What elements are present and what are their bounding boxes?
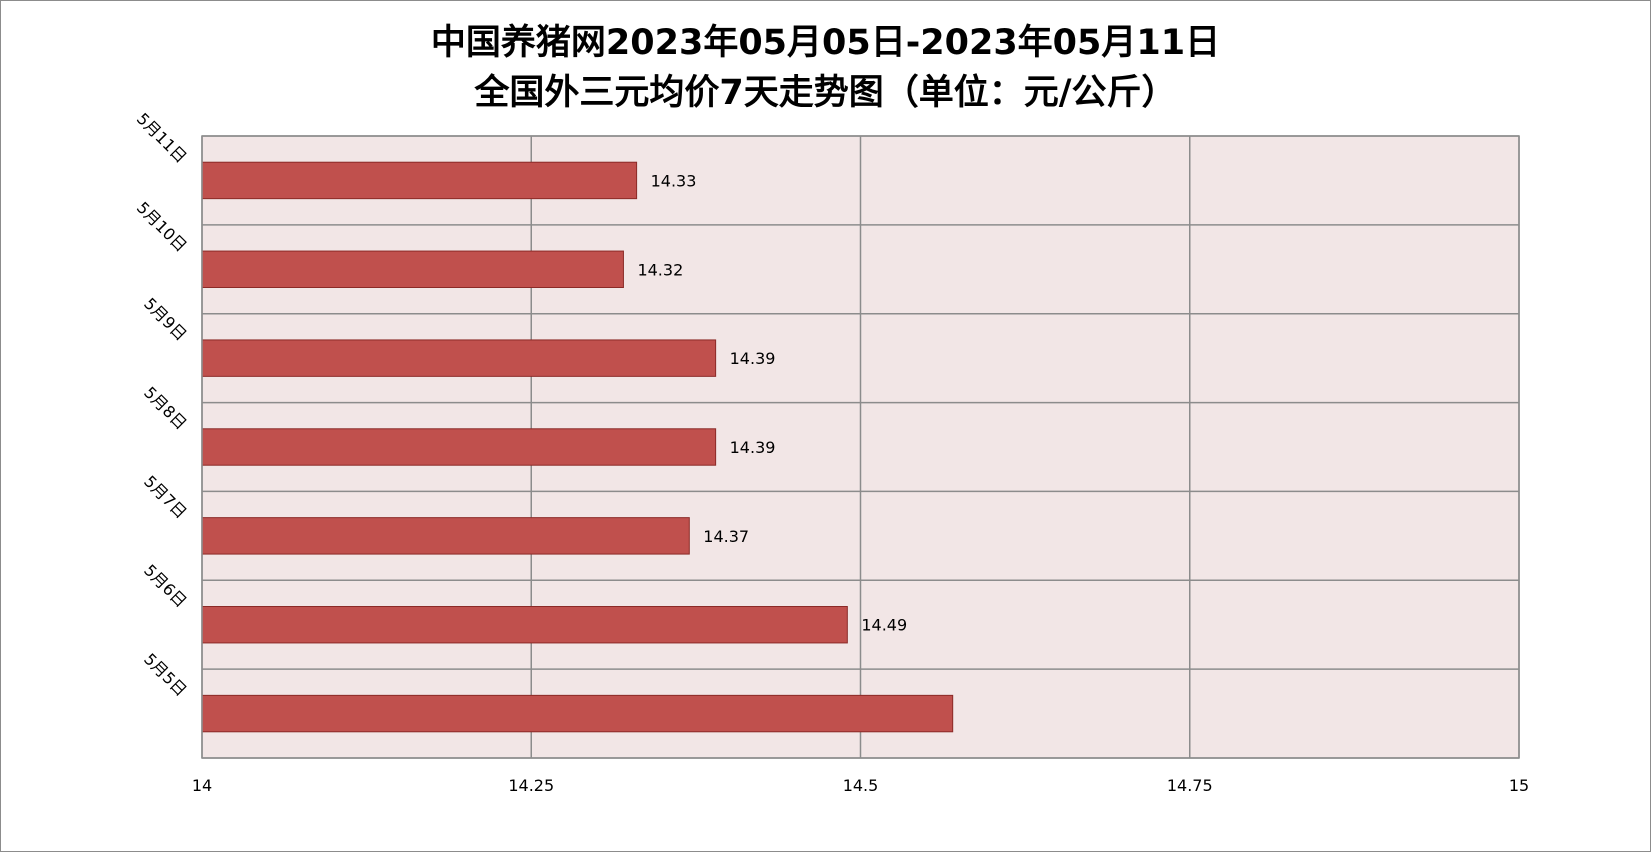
y-tick-label: 5月9日 — [140, 294, 190, 344]
chart-title: 中国养猪网2023年05月05日-2023年05月11日 全国外三元均价7天走势… — [0, 18, 1651, 118]
data-label: 14.39 — [730, 349, 776, 368]
data-label: 14.49 — [861, 616, 907, 635]
x-tick-label: 15 — [1509, 776, 1529, 795]
chart-title-line-2: 全国外三元均价7天走势图（单位：元/公斤） — [474, 73, 1177, 113]
bar — [201, 250, 624, 289]
chart-title-line-1: 中国养猪网2023年05月05日-2023年05月11日 — [430, 23, 1221, 63]
y-tick-label: 5月8日 — [140, 383, 190, 433]
bar — [201, 694, 954, 733]
y-tick-label: 5月5日 — [140, 650, 190, 700]
data-label: 14.33 — [651, 171, 697, 190]
y-tick-label: 5月6日 — [140, 561, 190, 611]
bar — [201, 161, 638, 200]
y-tick-label: 5月7日 — [140, 472, 190, 522]
x-tick-label: 14.5 — [843, 776, 879, 795]
x-tick-label: 14.25 — [508, 776, 554, 795]
data-label: 14.37 — [703, 527, 749, 546]
bar — [201, 428, 717, 466]
bar — [201, 605, 848, 644]
data-label: 14.39 — [730, 438, 776, 457]
bar — [201, 517, 690, 555]
plot-border — [201, 135, 1520, 759]
data-label: 14.32 — [637, 260, 683, 279]
y-tick-label: 5月10日 — [133, 198, 191, 256]
bar — [201, 339, 717, 377]
x-tick-label: 14 — [192, 776, 212, 795]
x-tick-label: 14.75 — [1167, 776, 1213, 795]
y-tick-label: 5月11日 — [133, 109, 191, 167]
